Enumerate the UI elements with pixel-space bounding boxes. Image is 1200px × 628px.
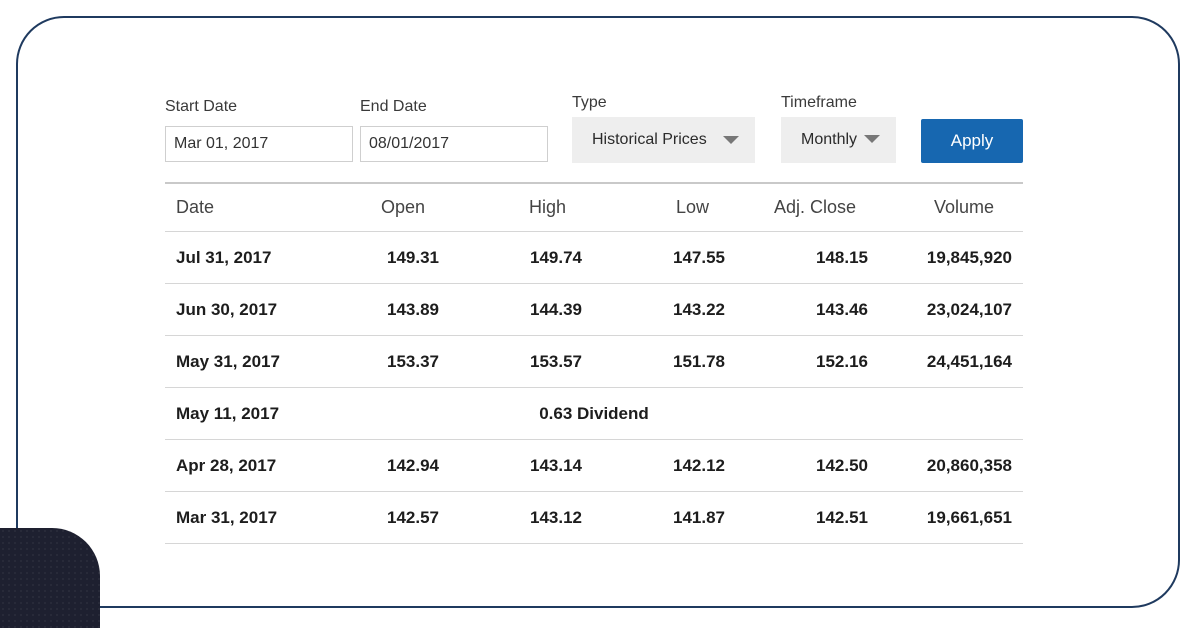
timeframe-select[interactable]: Monthly: [781, 117, 896, 163]
cell-dividend-note: 0.63 Dividend: [539, 403, 649, 423]
cell-adj-close: 142.50: [816, 455, 868, 475]
cell-volume: 24,451,164: [926, 351, 1012, 371]
cell-open: 149.31: [387, 247, 439, 267]
cell-low: 151.78: [673, 351, 725, 371]
column-header-open[interactable]: Open: [381, 197, 426, 217]
cell-volume: 19,845,920: [926, 247, 1012, 267]
cell-date: Apr 28, 2017: [176, 455, 277, 475]
cell-volume: 19,661,651: [926, 507, 1012, 527]
table-row: Mar 31, 2017 142.57 143.12 141.87 142.51…: [165, 492, 1023, 544]
cell-adj-close: 148.15: [816, 247, 868, 267]
historical-prices-table: Date Open High Low Adj. Close Volume Jul…: [165, 182, 1023, 544]
column-header-adj-close[interactable]: Adj. Close: [774, 197, 857, 217]
start-date-input[interactable]: [165, 126, 353, 162]
cell-open: 142.57: [387, 507, 439, 527]
cell-open: 153.37: [387, 351, 439, 371]
table-row: Jun 30, 2017 143.89 144.39 143.22 143.46…: [165, 284, 1023, 336]
chevron-down-icon: [864, 135, 880, 143]
column-header-high[interactable]: High: [529, 197, 567, 217]
cell-low: 147.55: [673, 247, 725, 267]
cell-date: May 31, 2017: [176, 351, 280, 371]
cell-adj-close: 143.46: [816, 299, 868, 319]
cell-high: 143.14: [530, 455, 582, 475]
cell-date: Jun 30, 2017: [176, 299, 278, 319]
cell-volume: 20,860,358: [926, 455, 1012, 475]
timeframe-label: Timeframe: [781, 94, 857, 111]
cell-adj-close: 142.51: [816, 507, 868, 527]
cell-date: Mar 31, 2017: [176, 507, 278, 527]
timeframe-select-value: Monthly: [801, 131, 858, 148]
decorative-corner-block: [0, 528, 100, 628]
cell-low: 142.12: [673, 455, 725, 475]
cell-adj-close: 152.16: [816, 351, 868, 371]
cell-high: 153.57: [530, 351, 582, 371]
apply-button[interactable]: Apply: [921, 119, 1023, 163]
cell-open: 143.89: [387, 299, 439, 319]
cell-low: 143.22: [673, 299, 725, 319]
cell-volume: 23,024,107: [926, 299, 1012, 319]
start-date-label: Start Date: [165, 98, 238, 115]
cell-open: 142.94: [387, 455, 439, 475]
cell-date: May 11, 2017: [176, 403, 280, 423]
column-header-low[interactable]: Low: [676, 197, 710, 217]
table-header: Date Open High Low Adj. Close Volume: [165, 184, 1023, 232]
cell-high: 143.12: [530, 507, 582, 527]
cell-date: Jul 31, 2017: [176, 247, 272, 267]
column-header-date[interactable]: Date: [176, 197, 215, 217]
table-row: Jul 31, 2017 149.31 149.74 147.55 148.15…: [165, 232, 1023, 284]
type-select[interactable]: Historical Prices: [572, 117, 755, 163]
type-select-value: Historical Prices: [592, 131, 707, 148]
end-date-input[interactable]: [360, 126, 548, 162]
card-frame: [16, 16, 1180, 608]
cell-high: 149.74: [530, 247, 582, 267]
table-row: Apr 28, 2017 142.94 143.14 142.12 142.50…: [165, 440, 1023, 492]
column-header-volume[interactable]: Volume: [934, 197, 995, 217]
cell-high: 144.39: [530, 299, 582, 319]
type-label: Type: [572, 94, 607, 111]
end-date-label: End Date: [360, 98, 427, 115]
table-row: May 31, 2017 153.37 153.57 151.78 152.16…: [165, 336, 1023, 388]
table-row-dividend: May 11, 2017 0.63 Dividend: [165, 388, 1023, 440]
chevron-down-icon: [723, 136, 739, 144]
cell-low: 141.87: [673, 507, 725, 527]
